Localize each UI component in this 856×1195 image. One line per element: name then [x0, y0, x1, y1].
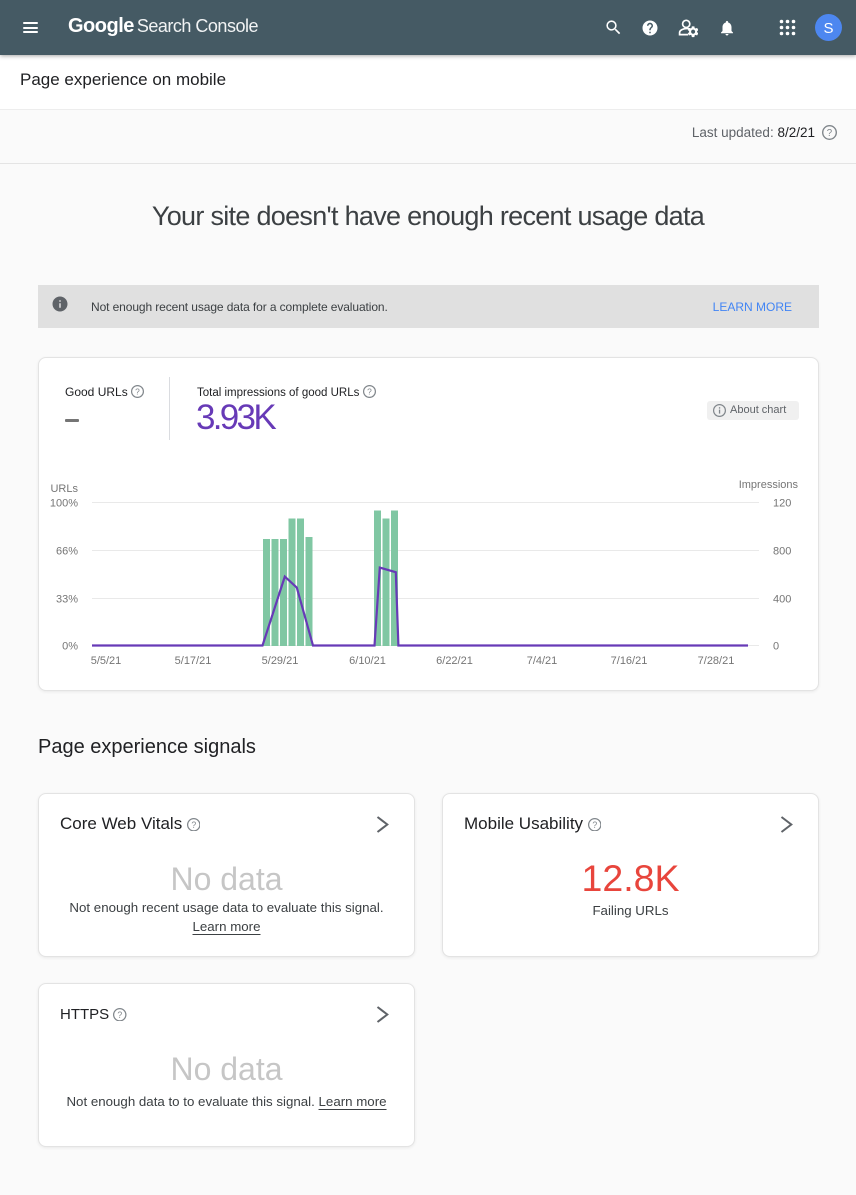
svg-text:S: S [823, 20, 833, 37]
svg-text:5/17/21: 5/17/21 [175, 655, 212, 667]
svg-text:66%: 66% [56, 546, 78, 558]
svg-text:Impressions: Impressions [739, 479, 799, 491]
svg-text:0: 0 [773, 641, 779, 653]
svg-text:100%: 100% [50, 498, 78, 510]
svg-text:URLs: URLs [50, 483, 78, 495]
svg-text:0%: 0% [62, 641, 78, 653]
svg-text:33%: 33% [56, 594, 78, 606]
svg-text:6/22/21: 6/22/21 [436, 655, 473, 667]
svg-text:800: 800 [773, 546, 791, 558]
svg-text:400: 400 [773, 594, 791, 606]
svg-text:120: 120 [773, 498, 791, 510]
svg-text:5/5/21: 5/5/21 [91, 655, 122, 667]
svg-text:6/10/21: 6/10/21 [349, 655, 386, 667]
svg-text:7/4/21: 7/4/21 [527, 655, 558, 667]
svg-text:7/16/21: 7/16/21 [611, 655, 648, 667]
svg-text:7/28/21: 7/28/21 [698, 655, 735, 667]
svg-text:5/29/21: 5/29/21 [262, 655, 299, 667]
